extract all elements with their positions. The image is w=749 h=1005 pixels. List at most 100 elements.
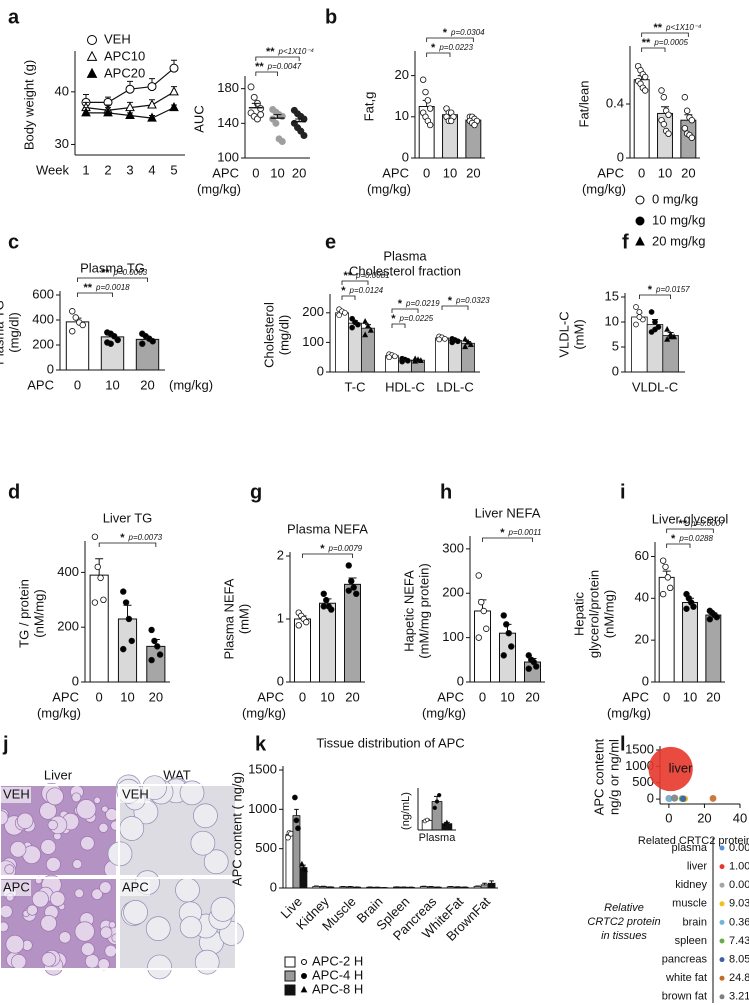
tissue-name: liver [687,861,708,873]
data-point [120,588,127,595]
y-tick-label: 500 [255,840,277,855]
legend-swatch [284,970,296,982]
data-point [652,319,658,325]
tissue-texture [58,931,72,944]
x-axis-prefix: APC [437,689,464,704]
tissue-texture [17,812,34,829]
data-point [250,93,258,101]
legend-dot [719,919,725,925]
p-value: p=0.0018 [95,283,130,292]
data-point [525,665,532,672]
significance-bracket [639,294,671,299]
x-axis-prefix: APC [212,165,239,180]
data-point [120,645,127,653]
data-point [688,134,696,141]
data-point [399,358,405,365]
tissue-texture [74,921,95,942]
x-axis-prefix: APC [27,377,54,392]
data-point [641,73,649,81]
significance-stars: ** [642,37,651,49]
tissue-value: 24.82 [729,972,749,984]
data-point [508,643,515,650]
y-tick-label: 1000 [248,801,277,816]
y-tick-label: 30 [55,136,69,151]
y-tick-label: 0 [270,879,277,894]
data-point [100,596,107,603]
data-point [471,121,478,129]
data-point [652,326,658,333]
significance-bracket [341,280,369,285]
panel-label: f [622,231,629,253]
data-point [706,616,714,623]
data-point [666,584,674,592]
tissue-texture [72,859,83,870]
significance-stars: * [443,27,448,39]
error-bar [482,882,487,885]
significance-stars: * [648,284,653,296]
y-tick-label: 40 [635,590,649,605]
data-point [107,340,114,347]
table-title: in tissues [601,930,647,942]
significance-stars: * [391,313,396,325]
data-point [533,663,540,670]
x-tick-label: VLDL-C [632,379,678,394]
x-tick-label: 40 [733,810,747,825]
tissue-texture [119,816,145,841]
data-point [320,590,327,597]
image-frame [118,784,237,877]
data-point [69,308,76,315]
legend-label: APC10 [104,48,145,63]
tissue-texture [80,836,95,851]
data-point [681,94,689,101]
significance-stars: ** [678,518,687,530]
data-point [660,121,668,128]
significance-stars: * [120,532,125,544]
x-tick-label: 10 [658,165,672,180]
legend-marker [86,50,98,61]
data-point [455,338,461,345]
significance-bracket [341,295,356,300]
x-tick-label: 0 [96,689,103,704]
tissue-texture [145,916,171,941]
error-bar [273,114,282,119]
marker [103,107,113,117]
y-axis-label: Cholesterol [261,302,276,368]
p-value: p=0.0081 [355,271,390,280]
significance-stars: * [448,295,453,307]
data-point [336,312,342,319]
legend-dot [719,901,725,907]
y-tick-label: 400 [57,564,79,579]
significance-bracket [641,47,666,52]
legend-dot [719,882,725,888]
data-point [462,343,469,350]
tissue-texture [99,881,112,894]
bar [705,614,722,683]
data-point [434,799,440,804]
tissue-texture [203,849,229,875]
y-axis-label: ng/g or ng/ml [606,739,621,815]
legend-label: 0 mg/kg [652,191,698,206]
y-tick-label: 1500 [625,741,654,756]
tissue-texture [0,921,9,933]
chart-title: Liver TG [103,510,153,525]
y-tick-label: 200 [302,304,324,319]
p-value: p<1X10⁻⁴ [665,23,702,32]
x-axis-prefix: APC [52,689,79,704]
x-tick-label: 20 [149,689,163,704]
significance-stars: ** [83,282,92,294]
legend-dot [719,864,725,870]
x-axis-prefix: APC [622,689,649,704]
y-axis-label: glycerol/protein [586,570,601,658]
x-axis-unit: (mg/kg) [197,181,241,196]
data-point [419,76,427,83]
bar [474,610,491,683]
p-value: p=0.0225 [399,314,434,323]
bubble [709,795,717,802]
tissue-texture [80,942,95,957]
y-axis-label: (mM) [571,319,586,349]
data-point [500,652,507,659]
data-point [148,626,155,634]
legend-marker [635,216,645,226]
p-value: p<1X10⁻⁴ [278,47,315,56]
panel-label: i [620,481,626,503]
